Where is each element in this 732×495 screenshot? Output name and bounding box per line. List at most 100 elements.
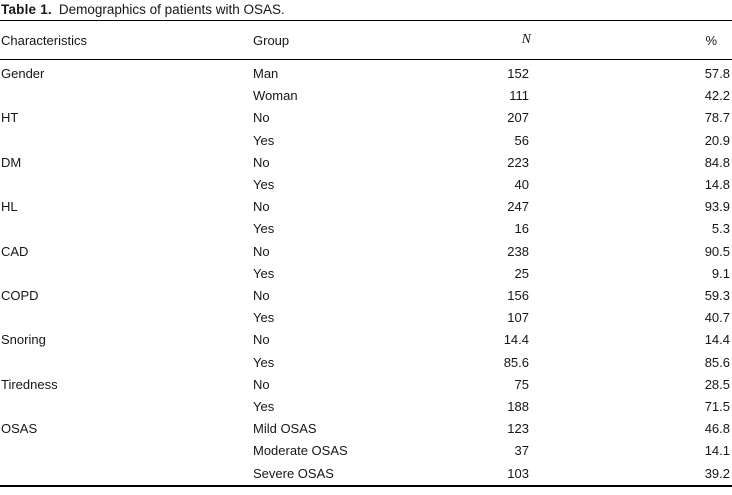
cell-group: No xyxy=(253,199,270,215)
table-row: Tiredness No 75 28.5 xyxy=(0,374,732,396)
cell-group: Man xyxy=(253,66,279,81)
table-row: Yes 25 9.1 xyxy=(0,263,732,285)
table-row: Moderate OSAS 37 14.1 xyxy=(0,440,732,462)
cell-group: Yes xyxy=(253,399,275,415)
table-row: Yes 56 20.9 xyxy=(0,130,732,152)
cell-percent: 28.5 xyxy=(704,376,730,392)
table-row: HT No 207 78.7 xyxy=(0,107,732,129)
col-header-percent: % xyxy=(531,20,732,60)
table-row: DM No 223 84.8 xyxy=(0,152,732,174)
cell-characteristic: OSAS xyxy=(1,421,38,437)
cell-percent: 20.9 xyxy=(704,132,730,148)
table-caption: Table 1. Demographics of patients with OS… xyxy=(0,0,732,20)
cell-n: 103 xyxy=(507,465,529,481)
cell-percent: 40.7 xyxy=(704,310,730,326)
cell-characteristic xyxy=(0,174,253,196)
cell-group: Mild OSAS xyxy=(253,421,317,437)
cell-n: 14.4 xyxy=(503,332,529,348)
cell-percent: 93.9 xyxy=(704,199,730,215)
table-row: CAD No 238 90.5 xyxy=(0,241,732,263)
cell-n: 16 xyxy=(514,221,529,237)
cell-percent: 42.2 xyxy=(704,88,730,104)
cell-group: No xyxy=(253,243,270,259)
cell-characteristic: Tiredness xyxy=(1,376,58,392)
table-row: Gender Man 152 57.8 xyxy=(0,60,732,86)
table-row: Woman 111 42.2 xyxy=(0,85,732,107)
cell-percent: 39.2 xyxy=(704,465,730,481)
cell-characteristic: COPD xyxy=(1,288,39,304)
cell-n: 238 xyxy=(507,243,529,259)
cell-characteristic xyxy=(0,85,253,107)
cell-characteristic: HT xyxy=(1,110,19,126)
cell-n: 188 xyxy=(507,399,529,415)
cell-n: 56 xyxy=(514,132,529,148)
cell-n: 85.6 xyxy=(503,354,529,370)
cell-percent: 57.8 xyxy=(704,66,730,81)
cell-n: 223 xyxy=(507,154,529,170)
cell-n: 207 xyxy=(507,110,529,126)
cell-percent: 78.7 xyxy=(704,110,730,126)
cell-characteristic: CAD xyxy=(1,243,29,259)
cell-characteristic xyxy=(0,352,253,374)
cell-percent: 14.4 xyxy=(704,332,730,348)
cell-characteristic xyxy=(0,463,253,486)
col-header-n: N xyxy=(403,20,531,60)
cell-percent: 59.3 xyxy=(704,288,730,304)
table-row: HL No 247 93.9 xyxy=(0,196,732,218)
table-row: Yes 16 5.3 xyxy=(0,218,732,240)
table-row: OSAS Mild OSAS 123 46.8 xyxy=(0,418,732,440)
cell-n: 247 xyxy=(507,199,529,215)
table-row: Yes 40 14.8 xyxy=(0,174,732,196)
cell-characteristic: Gender xyxy=(1,66,45,81)
cell-group: Moderate OSAS xyxy=(253,443,348,459)
cell-percent: 84.8 xyxy=(704,154,730,170)
cell-group: Yes xyxy=(253,221,275,237)
cell-characteristic xyxy=(0,440,253,462)
cell-percent: 71.5 xyxy=(704,399,730,415)
cell-n: 37 xyxy=(514,443,529,459)
cell-characteristic xyxy=(0,218,253,240)
cell-n: 107 xyxy=(507,310,529,326)
cell-group: No xyxy=(253,154,270,170)
cell-n: 25 xyxy=(514,265,529,281)
table-row: COPD No 156 59.3 xyxy=(0,285,732,307)
cell-percent: 46.8 xyxy=(704,421,730,437)
cell-group: Yes xyxy=(253,265,275,281)
cell-characteristic xyxy=(0,130,253,152)
cell-group: Severe OSAS xyxy=(253,465,334,481)
col-header-characteristics: Characteristics xyxy=(0,20,253,60)
cell-n: 123 xyxy=(507,421,529,437)
cell-group: Yes xyxy=(253,354,275,370)
table-row: Yes 85.6 85.6 xyxy=(0,352,732,374)
cell-characteristic: Snoring xyxy=(1,332,46,348)
cell-percent: 9.1 xyxy=(711,265,730,281)
cell-group: Yes xyxy=(253,177,275,193)
cell-n: 156 xyxy=(507,288,529,304)
table-row: Yes 107 40.7 xyxy=(0,307,732,329)
header-row: Characteristics Group N % xyxy=(0,20,732,60)
cell-percent: 14.8 xyxy=(704,177,730,193)
table-row: Snoring No 14.4 14.4 xyxy=(0,329,732,351)
cell-characteristic xyxy=(0,396,253,418)
cell-characteristic xyxy=(0,307,253,329)
cell-group: No xyxy=(253,332,270,348)
cell-characteristic: DM xyxy=(1,154,22,170)
cell-group: Woman xyxy=(253,88,298,104)
cell-characteristic: HL xyxy=(1,199,18,215)
col-header-group: Group xyxy=(253,20,403,60)
table-caption-text: Demographics of patients with OSAS. xyxy=(58,2,285,17)
cell-percent: 14.1 xyxy=(704,443,730,459)
cell-n: 111 xyxy=(509,88,529,104)
cell-group: Yes xyxy=(253,310,275,326)
table-body: Gender Man 152 57.8 Woman 111 42.2 HT No… xyxy=(0,60,732,486)
table-row: Severe OSAS 103 39.2 xyxy=(0,463,732,486)
cell-group: No xyxy=(253,288,270,304)
table-row: Yes 188 71.5 xyxy=(0,396,732,418)
cell-n: 40 xyxy=(514,177,529,193)
cell-group: Yes xyxy=(253,132,275,148)
cell-group: No xyxy=(253,376,270,392)
cell-percent: 90.5 xyxy=(704,243,730,259)
demographics-table: Characteristics Group N % Gender Man 152… xyxy=(0,20,732,487)
cell-percent: 5.3 xyxy=(711,221,730,237)
